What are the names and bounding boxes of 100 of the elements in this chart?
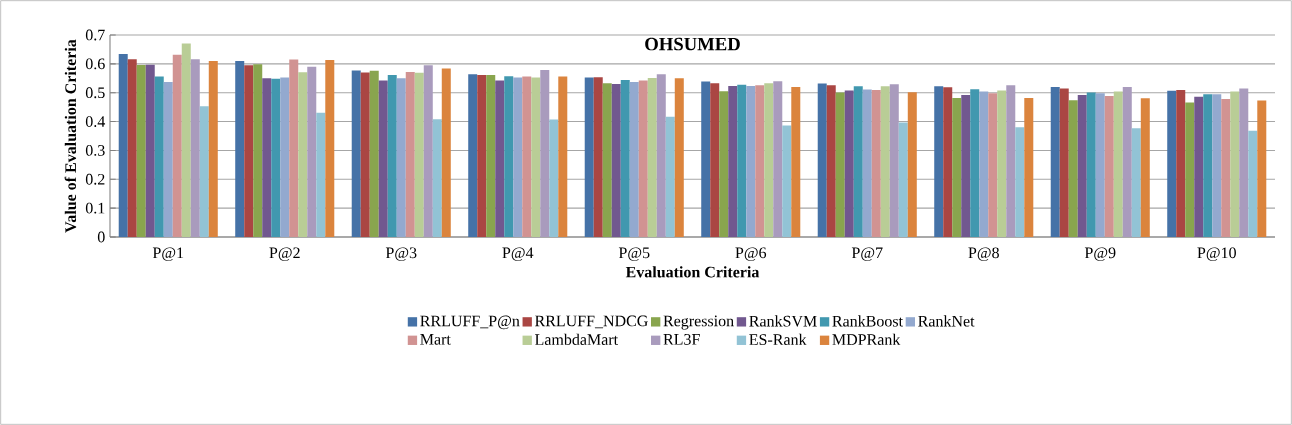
bar [127, 59, 137, 237]
x-tick-label: P@9 [1084, 247, 1116, 262]
bar [522, 76, 532, 237]
bar [307, 66, 317, 237]
bar [844, 90, 854, 237]
bar [325, 60, 335, 237]
bar [280, 77, 290, 237]
bar [181, 43, 191, 237]
bar [504, 76, 514, 237]
bar [620, 80, 630, 237]
bar [665, 116, 675, 237]
bar [360, 72, 370, 237]
bar [782, 125, 792, 237]
x-tick-label: P@7 [851, 247, 883, 262]
legend-label: ES-Rank [749, 333, 807, 345]
bar [737, 84, 747, 237]
bar [199, 106, 209, 237]
y-tick-label: 0.2 [85, 173, 105, 185]
x-tick-label: P@10 [1197, 247, 1236, 262]
bar [1212, 94, 1222, 237]
bar [898, 122, 908, 237]
bar [871, 90, 881, 237]
x-tick-label: P@6 [735, 247, 767, 262]
bar [611, 84, 621, 237]
bar [1068, 100, 1078, 237]
bar [1185, 102, 1195, 237]
legend-label: RRLUFF_NDCG [535, 315, 648, 329]
bar [477, 75, 487, 237]
bar [817, 83, 827, 237]
chart-title: OHSUMED [645, 37, 740, 51]
bar [208, 60, 218, 237]
y-tick-label: 0.4 [85, 116, 106, 128]
x-tick-label: P@1 [152, 247, 184, 262]
bar [441, 68, 451, 237]
bar [414, 72, 424, 237]
bar [235, 60, 245, 237]
bar [262, 78, 272, 237]
bar [468, 74, 478, 237]
legend-label: RankBoost [832, 315, 903, 327]
y-tick-label: 0.3 [85, 145, 105, 156]
bar [1006, 85, 1016, 237]
bar [1095, 93, 1105, 237]
bar [584, 77, 594, 237]
legend-label: LambdaMart [535, 333, 618, 345]
bar [298, 72, 308, 237]
bar [719, 91, 729, 237]
bar [835, 92, 845, 237]
bar [853, 86, 863, 237]
bar [540, 69, 550, 237]
bar [558, 76, 568, 237]
bar [862, 89, 872, 237]
bar [1176, 90, 1186, 237]
y-axis-title: Value of Evaluation Criteria [64, 39, 77, 233]
bar [190, 59, 200, 237]
legend-label: RRLUFF_P@n [420, 315, 520, 330]
bar [172, 54, 182, 237]
bar [773, 81, 783, 237]
bar [907, 92, 917, 237]
x-tick-label: P@5 [618, 247, 650, 262]
y-tick-label: 0.5 [85, 87, 105, 99]
bar [656, 74, 666, 237]
legend-label: MDPRank [832, 333, 901, 345]
bar [1015, 127, 1025, 237]
y-tick-label: 0.1 [85, 202, 105, 214]
x-tick-label: P@3 [385, 247, 417, 262]
bar [1167, 90, 1177, 237]
y-tick-label: 0.6 [85, 58, 105, 70]
bar [943, 87, 953, 237]
x-axis-title: Evaluation Criteria [625, 266, 760, 278]
x-tick-label: P@4 [502, 247, 534, 262]
bar [952, 97, 962, 237]
bar [997, 90, 1007, 237]
bar [979, 91, 989, 237]
bar [118, 54, 128, 237]
bar [728, 86, 738, 237]
bar [970, 89, 980, 237]
bar [1104, 95, 1114, 237]
bar [531, 77, 541, 237]
x-tick-label: P@8 [968, 247, 999, 262]
bar [432, 119, 442, 237]
bar [163, 82, 173, 237]
bar [405, 71, 415, 237]
y-tick-label: 0 [97, 231, 105, 243]
bar [513, 77, 523, 237]
bar [1050, 86, 1060, 237]
bar [1086, 92, 1096, 237]
legend-label: RL3F [663, 334, 700, 345]
bar [710, 83, 720, 237]
bar [271, 78, 281, 237]
bar [423, 65, 433, 237]
bar [549, 119, 559, 237]
bar [369, 70, 379, 237]
bar [387, 75, 397, 237]
bar [1248, 130, 1258, 237]
bar [1024, 97, 1034, 237]
bar [136, 65, 146, 237]
bar [755, 85, 765, 237]
bar [244, 65, 254, 237]
bar [253, 64, 263, 237]
bar [746, 86, 756, 237]
